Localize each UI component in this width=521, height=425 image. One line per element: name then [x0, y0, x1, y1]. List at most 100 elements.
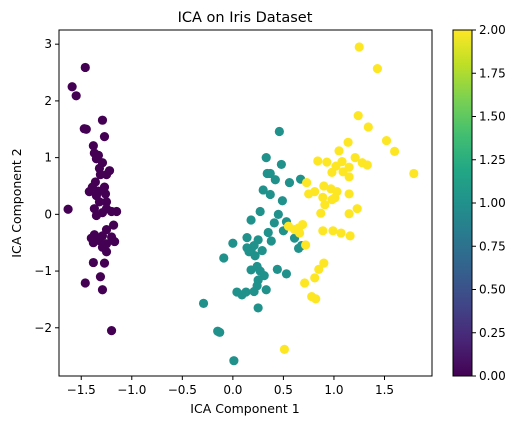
data-point-class-1	[246, 215, 256, 225]
data-point-class-1	[262, 168, 272, 179]
y-tick-label: −1	[34, 264, 52, 278]
data-point-class-2	[319, 181, 329, 191]
data-point-class-0	[97, 115, 108, 125]
data-point-class-1	[281, 269, 292, 279]
y-axis-label: ICA Component 2	[9, 148, 24, 257]
data-point-class-2	[320, 200, 330, 210]
data-point-class-0	[88, 141, 98, 151]
data-point-class-0	[101, 170, 112, 180]
data-point-class-2	[409, 168, 419, 179]
data-point-class-2	[330, 193, 340, 203]
data-point-class-2	[344, 189, 354, 199]
data-point-class-0	[86, 233, 96, 243]
data-point-class-2	[343, 137, 353, 147]
x-tick-label: −0.5	[168, 383, 197, 397]
data-point-class-0	[106, 326, 117, 336]
data-point-class-1	[261, 285, 271, 295]
data-point-class-0	[99, 132, 110, 142]
data-point-class-1	[269, 218, 279, 228]
data-point-class-1	[265, 189, 275, 200]
data-point-class-1	[266, 236, 276, 246]
data-point-class-1	[258, 185, 268, 195]
data-point-class-2	[338, 167, 348, 177]
colorbar-tick-label: 1.25	[479, 153, 506, 167]
data-point-class-2	[302, 177, 312, 188]
data-point-class-0	[108, 220, 119, 230]
data-point-class-2	[363, 122, 373, 132]
data-point-class-2	[316, 208, 326, 218]
data-point-class-2	[345, 231, 355, 241]
x-tick-label: 1.5	[375, 383, 394, 397]
y-tick-label: 1	[44, 151, 52, 165]
data-point-class-0	[94, 197, 105, 207]
scatter-plot-area	[63, 42, 419, 366]
data-point-class-2	[314, 264, 324, 274]
data-point-class-1	[242, 233, 252, 243]
y-axis: −2 −1 0 1 2 3	[34, 37, 59, 335]
data-point-class-0	[63, 204, 73, 214]
data-point-class-2	[310, 273, 320, 283]
data-point-class-1	[276, 159, 286, 170]
data-point-class-2	[381, 136, 392, 146]
colorbar-tick-label: 0.75	[479, 239, 506, 253]
data-point-class-0	[91, 210, 101, 221]
data-point-class-1	[253, 303, 263, 313]
y-tick-label: 2	[44, 94, 52, 108]
data-point-class-0	[97, 285, 108, 295]
data-point-class-1	[257, 246, 267, 256]
data-point-class-0	[99, 258, 110, 268]
data-point-class-1	[274, 126, 284, 137]
data-point-class-0	[80, 278, 90, 288]
data-point-class-1	[228, 238, 238, 248]
data-point-class-2	[336, 228, 346, 238]
data-point-class-2	[313, 156, 323, 166]
y-tick-label: 0	[44, 207, 52, 221]
data-point-class-2	[344, 209, 354, 219]
data-point-class-0	[95, 272, 106, 282]
data-point-class-2	[319, 258, 329, 268]
data-point-class-2	[279, 344, 290, 354]
data-point-class-2	[304, 189, 314, 199]
data-point-class-1	[277, 196, 287, 206]
colorbar-tick-label: 1.75	[479, 66, 506, 80]
x-axis: −1.5 −1.0 −0.5 0.0 0.5 1.0 1.5	[67, 376, 394, 397]
data-point-class-0	[81, 124, 91, 134]
data-point-class-2	[372, 63, 383, 74]
x-tick-label: −1.5	[67, 383, 96, 397]
x-tick-label: −1.0	[117, 383, 146, 397]
data-point-class-1	[215, 327, 225, 337]
y-tick-label: 3	[44, 37, 52, 51]
data-point-class-1	[263, 227, 273, 238]
data-point-class-1	[273, 209, 283, 219]
data-point-class-2	[300, 278, 310, 288]
data-point-class-0	[112, 206, 122, 217]
colorbar-tick-label: 1.50	[479, 110, 506, 124]
data-point-class-0	[71, 91, 81, 101]
data-point-class-2	[283, 221, 294, 231]
data-point-class-2	[344, 172, 354, 182]
data-point-class-1	[270, 175, 280, 185]
data-point-class-1	[244, 247, 254, 257]
data-point-class-0	[101, 247, 112, 257]
x-tick-label: 1.0	[324, 383, 343, 397]
data-point-class-1	[272, 264, 282, 274]
data-point-class-2	[352, 204, 362, 214]
x-tick-label: 0.0	[223, 383, 242, 397]
data-point-class-2	[311, 294, 321, 304]
chart-title: ICA on Iris Dataset	[178, 10, 313, 26]
data-point-class-1	[261, 153, 271, 163]
data-point-class-1	[229, 356, 239, 366]
data-point-class-2	[390, 146, 400, 156]
data-point-class-2	[327, 167, 337, 177]
plot-frame	[58, 29, 433, 377]
data-point-class-1	[249, 286, 259, 297]
data-point-class-2	[353, 111, 363, 121]
y-tick-label: −2	[34, 321, 52, 335]
data-point-class-1	[241, 287, 251, 297]
colorbar-tick-label: 0.25	[479, 326, 506, 340]
data-point-class-0	[67, 82, 77, 92]
data-point-class-2	[318, 192, 328, 202]
data-point-class-2	[350, 153, 360, 163]
data-point-class-2	[301, 240, 311, 250]
